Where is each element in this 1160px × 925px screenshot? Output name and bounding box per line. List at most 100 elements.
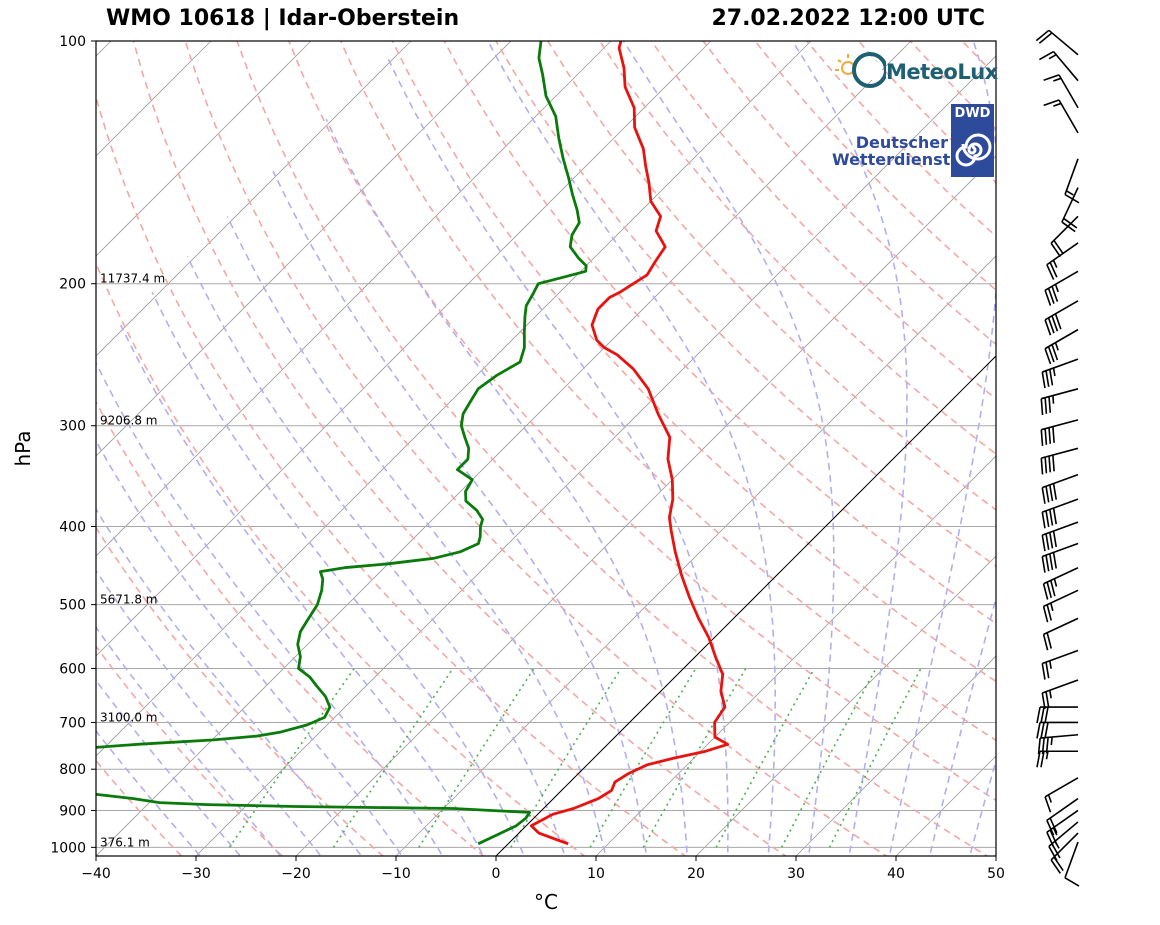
dwd-badge-label: DWD (954, 106, 991, 121)
moist-adiabat (119, 324, 485, 856)
barb-full (1041, 692, 1046, 710)
barb-full (1046, 581, 1053, 599)
wind-barb (1064, 158, 1080, 204)
barb-shaft (1050, 832, 1079, 861)
isotherm-line (96, 41, 512, 457)
moist-adiabat (272, 170, 648, 856)
barb-full (1049, 532, 1054, 549)
wind-barb (1040, 419, 1079, 446)
moist-adiabat (622, 41, 835, 856)
dwd-line2: Wetterdienst (832, 150, 951, 169)
barb-full (1041, 556, 1046, 573)
dry-adiabat (443, 41, 996, 625)
barb-full (1046, 264, 1055, 280)
barb-half (1054, 283, 1059, 293)
barb-full (1040, 398, 1044, 415)
wind-barb (1042, 617, 1079, 651)
barb-shaft (1058, 99, 1079, 134)
mixing-ratio-line (510, 668, 622, 848)
isotherm-line (96, 41, 412, 357)
barb-full (1040, 429, 1044, 446)
barb-full (1037, 737, 1041, 755)
wind-barb (1044, 270, 1079, 306)
dry-adiabat (547, 41, 996, 511)
moist-adiabat (96, 678, 242, 856)
barb-full (1050, 859, 1061, 874)
wind-barb (1044, 328, 1079, 365)
barb-full (1049, 262, 1058, 278)
barb-full (1044, 428, 1048, 445)
barb-full (1046, 831, 1055, 848)
barb-shaft (1041, 388, 1079, 400)
barb-full (1044, 706, 1049, 724)
x-tick-label: 10 (587, 866, 605, 882)
dwd-logo: Deutscher Wetterdienst DWD (832, 104, 994, 178)
barb-full (1054, 313, 1062, 330)
barb-shaft (1064, 841, 1079, 879)
barb-half (1052, 367, 1056, 377)
y-tick-label: 400 (59, 519, 86, 535)
barb-full (1052, 507, 1058, 525)
barb-full (1063, 217, 1078, 229)
barb-full (1051, 315, 1059, 332)
x-tick-label: 50 (987, 866, 1005, 882)
x-tick-label: −10 (381, 866, 411, 882)
dry-adiabat (96, 94, 687, 856)
dry-adiabat (132, 41, 788, 856)
x-tick-label: 20 (687, 866, 705, 882)
barb-full (1049, 509, 1054, 526)
barb-shaft (1042, 473, 1079, 489)
isotherm-line (495, 355, 996, 856)
barb-full (1042, 606, 1049, 623)
barb-full (1049, 829, 1058, 846)
barb-half (1049, 660, 1052, 669)
wind-barb (1050, 215, 1079, 258)
y-tick-label: 800 (59, 762, 86, 778)
wind-barb (1035, 29, 1079, 56)
wind-barb (1040, 388, 1079, 415)
barb-full (1041, 371, 1046, 389)
moist-adiabat (96, 729, 202, 856)
moist-adiabat (226, 216, 607, 856)
moist-adiabat (96, 439, 403, 856)
moist-adiabat (325, 118, 688, 856)
height-label: 9206.8 m (100, 414, 158, 428)
x-tick-label: −20 (281, 866, 311, 882)
profile-lines (96, 41, 730, 846)
barb-full (1050, 580, 1056, 597)
barb-shaft (1044, 270, 1079, 291)
wind-barb (1041, 358, 1079, 389)
moist-adiabat (387, 57, 729, 856)
mixing-ratio-line (828, 668, 922, 848)
barb-full (1036, 751, 1041, 768)
moist-adiabat (96, 361, 444, 856)
barb-full (1049, 553, 1054, 571)
barb-full (1041, 663, 1046, 680)
moist-adiabat (186, 256, 566, 856)
barb-shaft (1042, 542, 1079, 558)
barb-half (1052, 259, 1058, 268)
barb-half (1065, 190, 1074, 196)
moist-adiabat (928, 595, 996, 856)
barb-full (1040, 458, 1044, 475)
wind-barb (1041, 521, 1079, 552)
barb-half (1050, 602, 1054, 612)
barb-full (1045, 510, 1050, 527)
barb-full (1052, 552, 1058, 569)
dwd-badge: DWD (951, 104, 994, 177)
mixing-ratio-line (418, 668, 535, 848)
moist-adiabat (487, 41, 776, 856)
wind-barb (1041, 679, 1079, 710)
barb-full (1041, 737, 1045, 754)
barb-full (1046, 604, 1053, 621)
barb-shaft (1041, 419, 1079, 431)
barb-full (1047, 287, 1055, 304)
barb-shaft (1052, 51, 1079, 82)
wind-barb (1037, 733, 1079, 755)
dwd-line1: Deutscher (855, 133, 948, 152)
isotherm-line (395, 255, 996, 856)
barb-full (1045, 533, 1050, 550)
barb-full (1047, 346, 1055, 363)
barb-full (1052, 530, 1058, 548)
wind-barb (1043, 74, 1079, 109)
